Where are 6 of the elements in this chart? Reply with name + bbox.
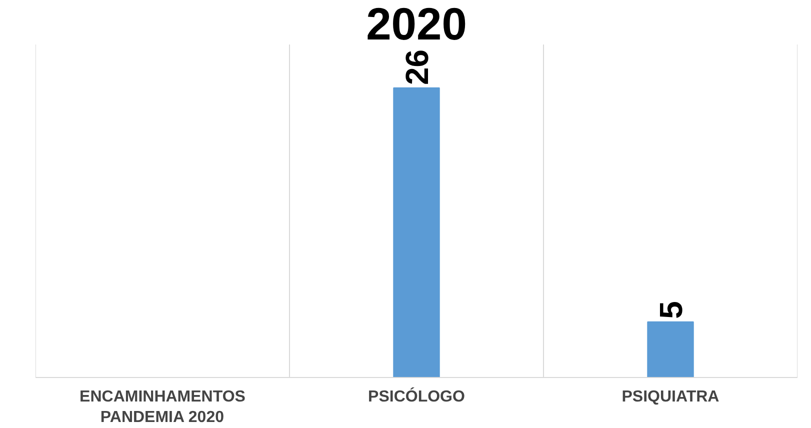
chart-title: 2020 bbox=[366, 0, 467, 50]
x-tick-label: PSIQUIATRA bbox=[622, 388, 720, 406]
x-tick-label: PSICÓLOGO bbox=[368, 386, 465, 406]
x-tick-label: ENCAMINHAMENTOS PANDEMIA 2020 bbox=[80, 388, 246, 426]
data-label: 5 bbox=[653, 301, 689, 319]
data-label: 26 bbox=[399, 49, 435, 86]
